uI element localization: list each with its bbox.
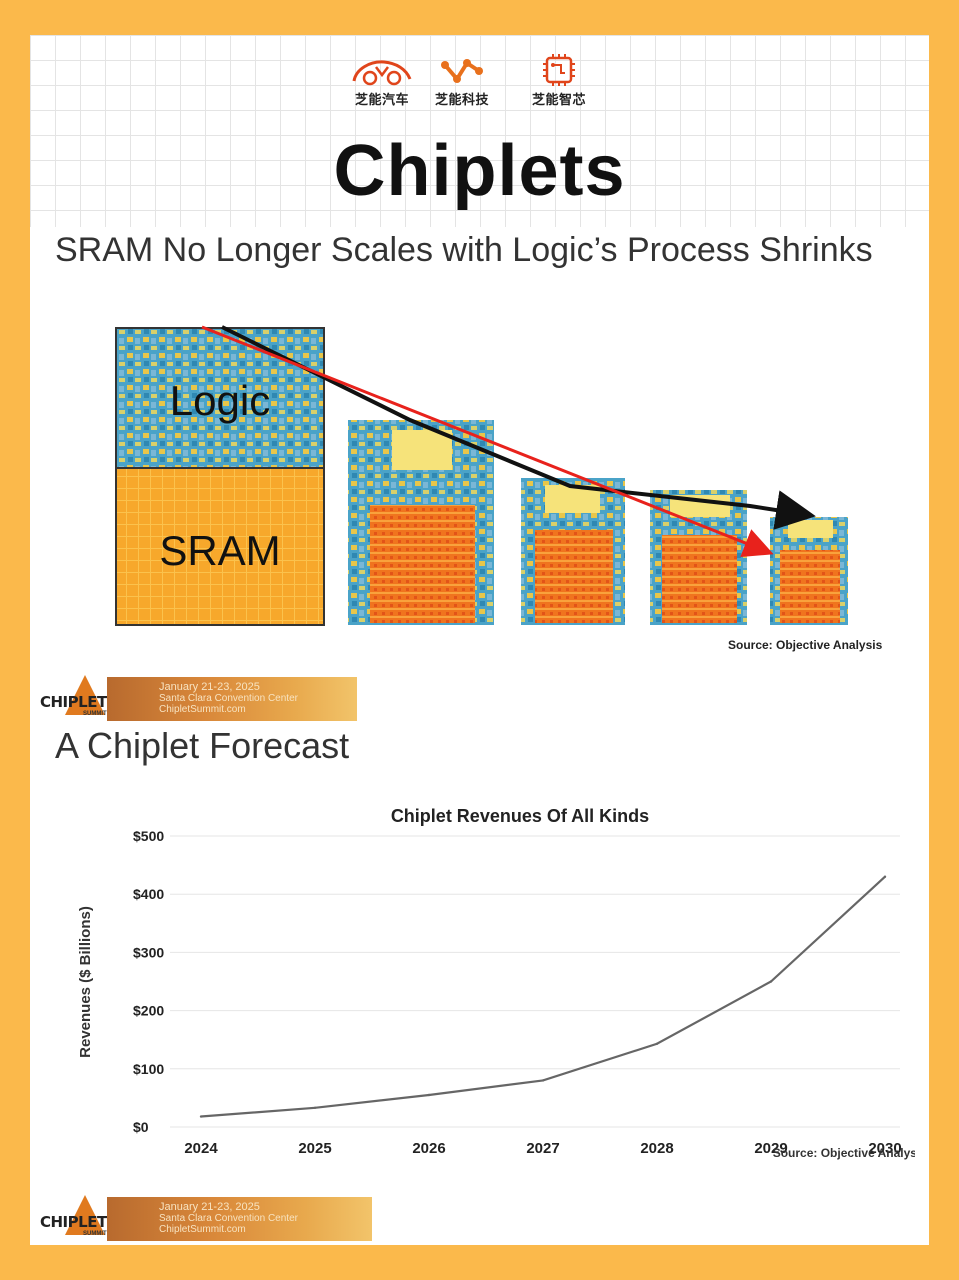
summit-logo-subtext: SUMMIT [83, 1231, 107, 1237]
sram-section-heading: SRAM No Longer Scales with Logic’s Proce… [55, 231, 873, 269]
brand-zhineng-chip: 芝能智芯 [514, 53, 604, 108]
summit-logo-subtext: SUMMIT [83, 711, 107, 717]
y-tick-label: $0 [133, 1119, 149, 1135]
die-3 [521, 478, 625, 625]
summit-logo-text: CHIPLET [40, 693, 107, 711]
sram-label: SRAM [159, 527, 280, 574]
brand-name: 芝能汽车 [354, 92, 409, 107]
x-tick-label: 2024 [184, 1140, 218, 1157]
summit-triangle-icon [65, 675, 105, 715]
brand-zhineng-tech: 芝能科技 [417, 53, 507, 108]
chart-title: Chiplet Revenues Of All Kinds [391, 806, 649, 826]
die-shrink-figure: Logic SRAM [115, 325, 848, 626]
car-outline-icon [337, 53, 427, 87]
network-nodes-icon [417, 53, 507, 87]
y-tick-label: $100 [133, 1061, 164, 1077]
sram-trend-arrow [201, 325, 774, 558]
sram-source-note: Source: Objective Analysis [728, 638, 883, 652]
data-point [883, 875, 887, 878]
data-point [541, 1079, 545, 1082]
x-tick-label: 2025 [298, 1140, 331, 1157]
x-tick-label: 2026 [412, 1140, 445, 1157]
chart-source-note: Source: Objective Analysis [773, 1146, 915, 1160]
chip-icon [514, 53, 604, 87]
grid-background [30, 35, 929, 227]
die-2 [348, 420, 494, 625]
brand-name: 芝能科技 [434, 92, 489, 107]
logic-label: Logic [170, 377, 270, 424]
summit-url: ChipletSummit.com [159, 1224, 246, 1235]
summit-date: January 21-23, 2025 [159, 1201, 260, 1213]
die-4 [650, 490, 747, 625]
y-axis-ticks: $0 $100 $200 $300 $400 $500 [133, 828, 164, 1135]
logic-trend-arrow [221, 325, 816, 530]
x-tick-label: 2028 [640, 1140, 673, 1157]
chiplet-summit-banner: CHIPLET SUMMIT January 21-23, 2025 Santa… [35, 675, 360, 721]
summit-url: ChipletSummit.com [159, 704, 246, 715]
summit-date: January 21-23, 2025 [159, 681, 260, 693]
y-tick-label: $400 [133, 886, 164, 902]
brand-zhineng-auto: 芝能汽车 [337, 53, 427, 108]
x-tick-label: 2029 [754, 1140, 787, 1157]
page-title: Chiplets [333, 131, 626, 211]
summit-logo-text: CHIPLET [40, 1213, 107, 1231]
summit-info-strip: January 21-23, 2025 Santa Clara Conventi… [107, 677, 357, 721]
large-die: Logic SRAM [115, 327, 325, 626]
y-tick-label: $500 [133, 828, 164, 844]
y-tick-label: $200 [133, 1003, 164, 1019]
x-tick-label: 2027 [526, 1140, 559, 1157]
chart-gridlines [170, 835, 900, 1128]
die-5 [770, 517, 848, 625]
data-point [655, 1042, 659, 1045]
x-axis-ticks: 2024 2025 2026 2027 2028 2029 2030 [184, 1140, 901, 1157]
data-point [427, 1093, 431, 1097]
summit-triangle-icon [65, 1195, 105, 1235]
y-tick-label: $300 [133, 944, 164, 960]
y-axis-label: Revenues ($ Billions) [77, 906, 94, 1058]
summit-venue: Santa Clara Convention Center [159, 693, 298, 704]
content-card: 芝能汽车 芝能科技 芝能智芯 Chiplets SRAM No Longer S… [30, 35, 929, 1245]
forecast-section-heading: A Chiplet Forecast [55, 725, 350, 766]
summit-venue: Santa Clara Convention Center [159, 1213, 298, 1224]
brand-name: 芝能智芯 [531, 92, 586, 107]
chiplet-revenue-chart: Chiplet Revenues Of All Kinds Revenues (… [77, 806, 915, 1160]
data-point [769, 980, 773, 983]
data-point [313, 1106, 317, 1109]
x-tick-label: 2030 [868, 1140, 901, 1157]
data-point [199, 1115, 203, 1118]
chiplet-summit-banner-bottom: CHIPLET SUMMIT January 21-23, 2025 Santa… [35, 1195, 375, 1241]
revenue-series-points [199, 875, 887, 1118]
summit-info-strip: January 21-23, 2025 Santa Clara Conventi… [107, 1197, 372, 1241]
